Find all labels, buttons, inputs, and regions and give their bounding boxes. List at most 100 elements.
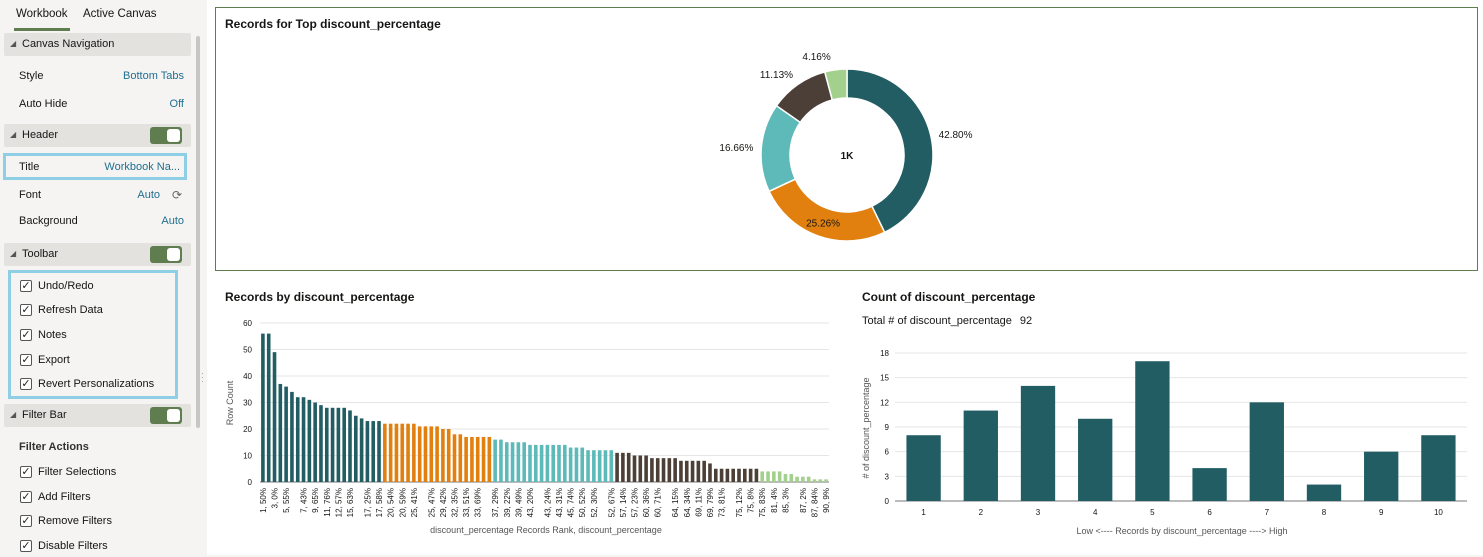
rank-bar[interactable] xyxy=(348,410,352,482)
auto-hide-value[interactable]: Off xyxy=(169,98,184,110)
rank-bar[interactable] xyxy=(580,447,585,482)
rank-bar[interactable] xyxy=(504,442,509,482)
section-canvas-navigation[interactable]: ◢ Canvas Navigation xyxy=(4,33,191,56)
rank-bar[interactable] xyxy=(725,468,730,482)
checkmark-icon[interactable]: ✓ xyxy=(20,354,32,366)
count-bar[interactable] xyxy=(1078,418,1113,501)
checkmark-icon[interactable]: ✓ xyxy=(20,515,32,527)
donut-slice[interactable] xyxy=(768,178,886,242)
rank-bar[interactable] xyxy=(801,476,805,482)
rank-bar[interactable] xyxy=(284,386,288,482)
section-filter-bar[interactable]: ◢ Filter Bar xyxy=(4,404,191,427)
style-value[interactable]: Bottom Tabs xyxy=(123,70,184,82)
rank-bar[interactable] xyxy=(754,468,759,482)
rank-bar[interactable] xyxy=(731,468,735,482)
rank-bar[interactable] xyxy=(470,436,474,482)
rank-bar[interactable] xyxy=(394,423,399,482)
background-value[interactable]: Auto xyxy=(161,215,184,227)
rank-bar[interactable] xyxy=(342,407,346,482)
count-bar[interactable] xyxy=(1364,451,1399,501)
rank-bar[interactable] xyxy=(713,468,718,482)
rank-bar[interactable] xyxy=(377,421,381,482)
rank-bar[interactable] xyxy=(278,383,283,482)
toolbar-toggle[interactable] xyxy=(150,246,182,263)
count-bar[interactable] xyxy=(1020,385,1056,501)
rank-bar[interactable] xyxy=(301,397,306,482)
rank-bar[interactable] xyxy=(499,439,503,482)
rank-bar[interactable] xyxy=(458,434,463,482)
rank-bar[interactable] xyxy=(417,426,422,482)
rank-bar[interactable] xyxy=(539,444,544,482)
rank-bar[interactable] xyxy=(667,458,672,482)
rank-bar[interactable] xyxy=(307,399,312,482)
rank-bar[interactable] xyxy=(568,447,573,482)
count-bar[interactable] xyxy=(963,410,998,501)
rank-bar[interactable] xyxy=(551,444,556,482)
rank-bar[interactable] xyxy=(533,444,538,482)
rank-bar[interactable] xyxy=(783,474,788,482)
rank-bar[interactable] xyxy=(702,460,706,482)
rank-bar[interactable] xyxy=(592,450,596,482)
count-bar[interactable] xyxy=(906,435,941,501)
rank-bar[interactable] xyxy=(388,423,393,482)
rank-bar[interactable] xyxy=(777,471,782,482)
donut-chart[interactable]: 42.80% 25.26% 16.66% 11.13% 4.16% 1K xyxy=(690,48,990,258)
rank-bar[interactable] xyxy=(661,458,666,482)
rank-bar[interactable] xyxy=(290,391,294,482)
rank-bar[interactable] xyxy=(354,415,358,482)
rank-bar[interactable] xyxy=(452,434,457,482)
auto-hide-row[interactable]: Auto Hide Off xyxy=(0,94,196,114)
count-bar[interactable] xyxy=(1192,468,1227,501)
checkmark-icon[interactable]: ✓ xyxy=(20,280,32,292)
rank-bar[interactable] xyxy=(475,436,480,482)
rank-bar[interactable] xyxy=(679,460,683,482)
rank-bar[interactable] xyxy=(423,426,428,482)
checkbox-refresh-data[interactable]: ✓ Refresh Data xyxy=(20,303,190,321)
rank-bar[interactable] xyxy=(400,423,405,482)
rank-bar[interactable] xyxy=(737,468,741,482)
rank-bar[interactable] xyxy=(330,407,335,482)
rank-bar[interactable] xyxy=(412,423,416,482)
rank-bar[interactable] xyxy=(673,458,677,482)
rank-bar[interactable] xyxy=(586,450,590,482)
checkmark-icon[interactable]: ✓ xyxy=(20,378,32,390)
rank-bar[interactable] xyxy=(295,397,300,482)
rank-bar[interactable] xyxy=(272,352,277,482)
rank-bar[interactable] xyxy=(563,444,567,482)
rank-bar[interactable] xyxy=(824,479,828,482)
rank-bar[interactable] xyxy=(708,463,712,482)
rank-bar[interactable] xyxy=(359,418,364,482)
rank-bar[interactable] xyxy=(655,458,660,482)
rank-bar[interactable] xyxy=(621,452,625,482)
tab-active-canvas[interactable]: Active Canvas xyxy=(83,8,157,20)
rank-bar[interactable] xyxy=(818,479,823,482)
checkmark-icon[interactable]: ✓ xyxy=(20,491,32,503)
title-value[interactable]: Workbook Na... xyxy=(104,161,180,173)
rank-bar[interactable] xyxy=(528,444,532,482)
rank-bar[interactable] xyxy=(743,468,747,482)
font-value[interactable]: Auto xyxy=(137,189,160,201)
rank-bar[interactable] xyxy=(324,407,329,482)
rank-bar[interactable] xyxy=(464,436,468,482)
checkbox-undo-redo[interactable]: ✓ Undo/Redo xyxy=(20,279,190,297)
rank-bar[interactable] xyxy=(766,471,770,482)
section-header[interactable]: ◢ Header xyxy=(4,124,191,147)
checkbox-filter-selections[interactable]: ✓ Filter Selections xyxy=(20,465,190,483)
rank-bar[interactable] xyxy=(603,450,608,482)
rank-bar[interactable] xyxy=(266,333,271,482)
count-bar[interactable] xyxy=(1249,402,1284,501)
rank-bar[interactable] xyxy=(557,444,561,482)
rank-bar[interactable] xyxy=(760,471,765,482)
checkbox-add-filters[interactable]: ✓ Add Filters xyxy=(20,490,190,508)
rank-bar[interactable] xyxy=(429,426,434,482)
rank-bar[interactable] xyxy=(261,333,265,482)
rank-bar[interactable] xyxy=(481,436,486,482)
rank-bar[interactable] xyxy=(806,476,811,482)
rank-bar[interactable] xyxy=(493,439,497,482)
donut-slice[interactable] xyxy=(846,68,934,234)
checkbox-notes[interactable]: ✓ Notes xyxy=(20,328,190,346)
checkmark-icon[interactable]: ✓ xyxy=(20,540,32,552)
filter-bar-toggle[interactable] xyxy=(150,407,182,424)
count-bar[interactable] xyxy=(1306,484,1342,501)
